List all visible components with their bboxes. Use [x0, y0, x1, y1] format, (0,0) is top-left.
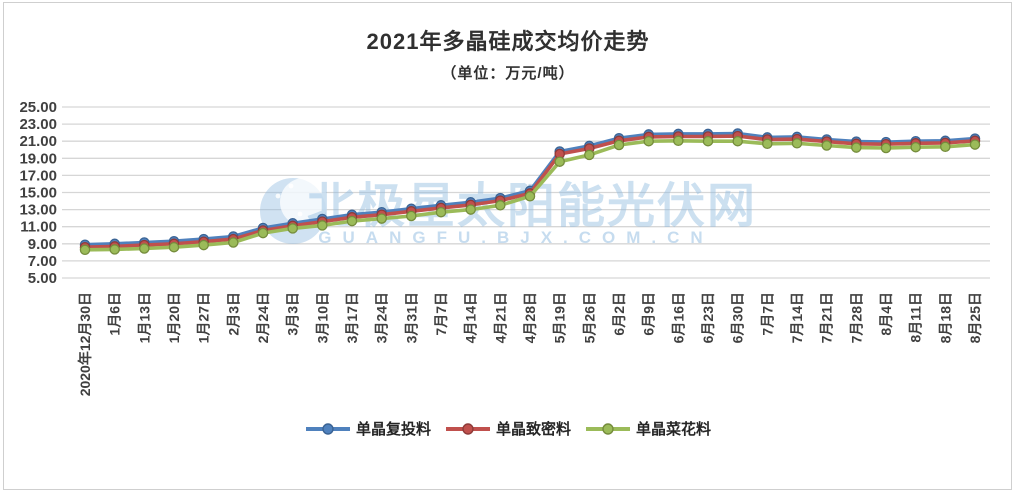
data-point: [139, 243, 150, 254]
x-axis-tick-label: 7月7日: [433, 292, 449, 336]
x-axis-tick-label: 5月26日: [581, 292, 597, 343]
data-point: [317, 220, 328, 231]
data-point: [673, 135, 684, 147]
data-point: [435, 206, 447, 218]
y-axis-tick-label: 7.00: [28, 253, 57, 270]
y-axis-tick-label: 15.00: [19, 185, 57, 202]
data-point: [821, 140, 832, 151]
legend-label: 单晶致密料: [495, 421, 571, 438]
data-point: [940, 141, 951, 153]
data-point: [702, 135, 714, 147]
x-axis-tick-label: 6月23日: [700, 292, 716, 343]
x-axis-tick-label: 3月17日: [344, 292, 360, 343]
data-point: [287, 223, 298, 234]
x-axis-tick-label: 3月10日: [314, 292, 330, 343]
chart-subtitle: （单位：万元/吨）: [441, 65, 575, 82]
data-point: [495, 200, 506, 211]
watermark-star-icon: [288, 183, 294, 189]
x-axis-tick-label: 7月21日: [819, 292, 835, 343]
x-axis-tick-label: 2月3日: [225, 292, 241, 336]
chart-legend: 单晶复投料 单晶致密料 单晶菜花料: [0, 418, 1016, 439]
x-axis-tick-label: 4月21日: [492, 292, 508, 343]
watermark-star-icon: [275, 193, 281, 199]
x-axis-tick-label: 8月11日: [908, 292, 924, 343]
x-axis-tick-label: 8月18日: [937, 292, 953, 343]
data-point: [168, 241, 180, 253]
x-axis-tick-label: 1月6日: [107, 292, 123, 336]
x-axis-tick-label: 2月24日: [255, 292, 271, 343]
legend-item-zhimiliao: 单晶致密料: [445, 418, 571, 439]
data-point: [79, 244, 91, 256]
x-axis-tick-label: 6月2日: [611, 292, 627, 336]
x-axis-tick-label: 7月7日: [759, 292, 775, 336]
x-axis-tick-label: 4月14日: [463, 292, 479, 343]
watermark-url-text: GUANGFU.BJX.COM.CN: [318, 228, 713, 247]
data-point: [880, 142, 892, 154]
data-point: [910, 141, 921, 153]
y-axis-tick-label: 23.00: [19, 116, 57, 133]
legend-item-futouliao: 单晶复投料: [305, 418, 431, 439]
x-axis-tick-label: 6月9日: [641, 292, 657, 336]
data-point: [346, 215, 358, 227]
data-point: [109, 244, 120, 255]
data-point: [969, 139, 981, 150]
data-point: [762, 138, 773, 150]
x-axis-tick-label: 7月28日: [848, 292, 864, 343]
x-axis-tick-label: 4月28日: [522, 292, 538, 343]
x-axis-tick-label: 1月20日: [166, 292, 182, 343]
watermark-crescent-moon-icon: [280, 178, 328, 226]
legend-item-caihualiao: 单晶菜花料: [585, 418, 711, 439]
data-point: [732, 135, 743, 147]
x-axis-tick-label: 1月13日: [136, 292, 152, 343]
x-axis-tick-label: 1月27日: [196, 292, 212, 343]
legend-swatch-line-dot: [305, 422, 350, 435]
x-axis-tick-label: 6月16日: [670, 292, 686, 343]
x-axis-tick-label: 2020年12月30日: [77, 292, 93, 396]
data-point: [584, 149, 595, 161]
data-point: [465, 204, 476, 215]
legend-label: 单晶复投料: [355, 421, 431, 438]
data-point: [643, 135, 654, 147]
data-point: [376, 213, 387, 224]
data-point: [524, 191, 536, 202]
watermark-star-icon: [297, 211, 303, 217]
x-axis-tick-label: 3月31日: [403, 292, 419, 343]
y-axis-tick-label: 5.00: [28, 270, 57, 287]
y-axis-tick-label: 13.00: [19, 202, 57, 219]
x-axis-tick-label: 5月19日: [552, 292, 568, 343]
chart-title: 2021年多晶硅成交均价走势: [366, 29, 650, 54]
data-point: [791, 138, 803, 149]
legend-swatch-line-dot: [445, 422, 490, 435]
data-point: [257, 227, 269, 239]
y-axis-tick-label: 17.00: [19, 167, 57, 184]
data-point: [228, 237, 239, 248]
y-axis-tick-label: 25.00: [19, 99, 57, 116]
data-point: [554, 156, 565, 167]
legend-label: 单晶菜花料: [636, 421, 712, 438]
x-axis-tick-label: 3月3日: [285, 292, 301, 336]
y-axis-tick-label: 9.00: [28, 236, 57, 253]
y-axis-tick-label: 19.00: [19, 150, 57, 167]
x-axis-tick-label: 7月14日: [789, 292, 805, 343]
legend-swatch-line-dot: [586, 422, 630, 435]
y-axis-tick-label: 21.00: [19, 133, 57, 150]
x-axis-tick-label: 6月30日: [730, 292, 746, 343]
x-axis-tick-label: 3月24日: [374, 292, 390, 343]
data-point: [406, 210, 417, 222]
data-point: [851, 142, 862, 153]
title-block: 2021年多晶硅成交均价走势 （单位：万元/吨）: [0, 24, 1016, 83]
x-axis-tick-label: 8月25日: [967, 292, 983, 343]
y-axis-tick-label: 11.00: [20, 219, 57, 236]
data-point: [198, 239, 209, 251]
data-point: [613, 139, 625, 151]
x-axis-tick-label: 8月4日: [878, 292, 894, 336]
